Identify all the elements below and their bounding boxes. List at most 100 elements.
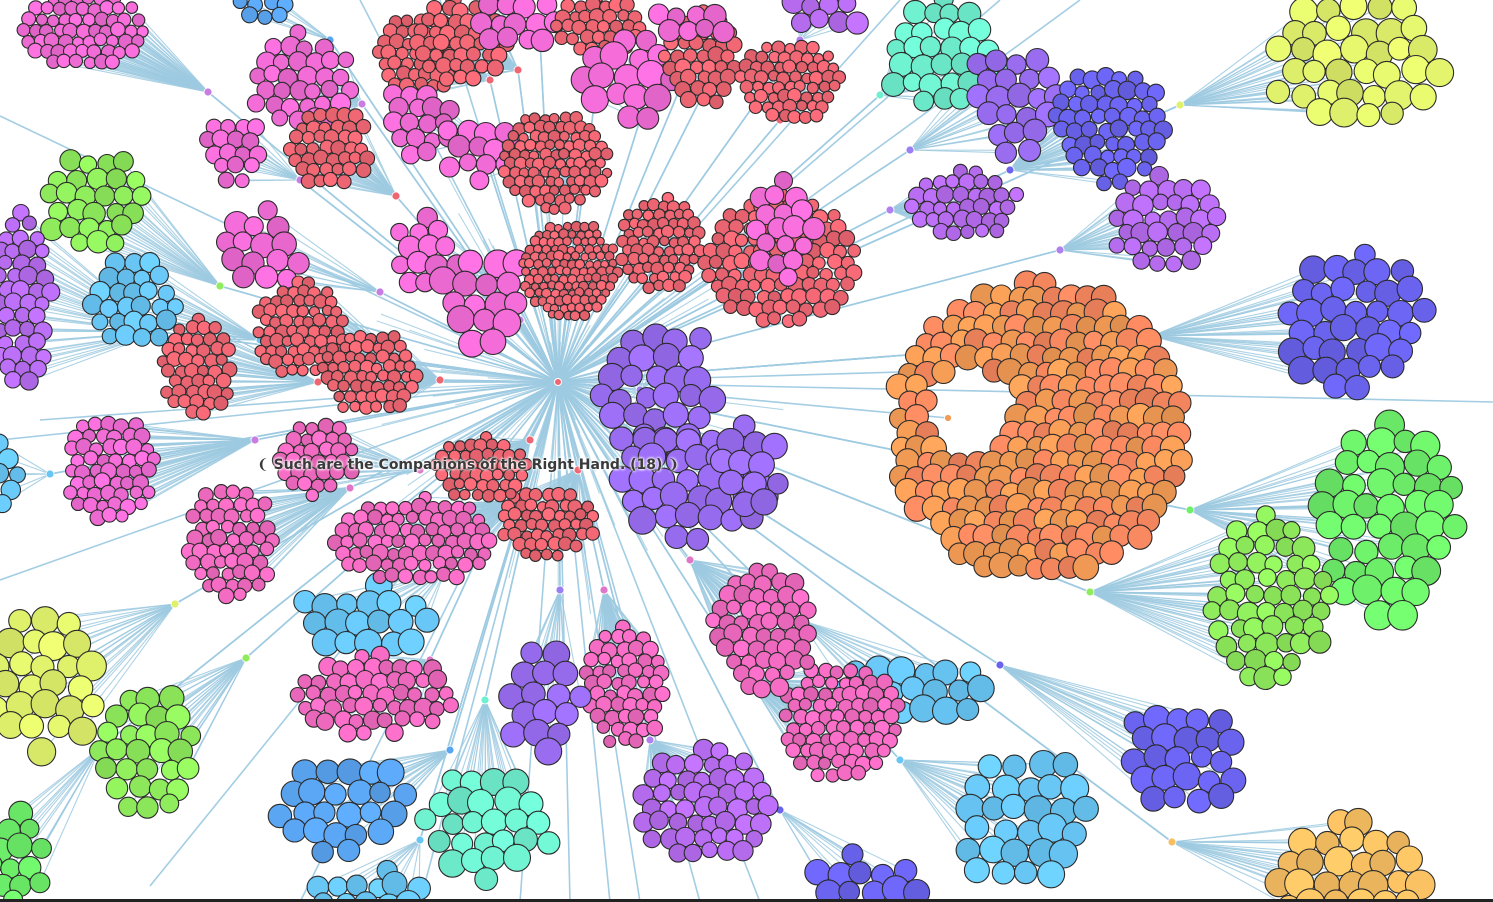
verse-node[interactable] [76, 650, 107, 682]
verse-node[interactable] [594, 173, 609, 188]
verse-node[interactable] [311, 840, 334, 864]
verse-node[interactable] [715, 81, 732, 97]
verse-node[interactable] [422, 59, 436, 74]
verse-node[interactable] [125, 1, 139, 14]
verse-node[interactable] [400, 144, 421, 165]
verse-node[interactable] [757, 795, 779, 817]
verse-node[interactable] [847, 243, 862, 258]
verse-node[interactable] [478, 28, 501, 51]
verse-node[interactable] [337, 401, 349, 413]
hub-node[interactable] [1185, 505, 1195, 515]
verse-node[interactable] [553, 176, 565, 188]
verse-node[interactable] [479, 328, 507, 356]
verse-node[interactable] [155, 309, 177, 331]
hub-node[interactable] [573, 465, 583, 475]
verse-node[interactable] [376, 712, 393, 729]
verse-node[interactable] [301, 351, 316, 366]
hub-node[interactable] [1005, 165, 1015, 175]
verse-node[interactable] [424, 713, 441, 730]
verse-node[interactable] [1022, 118, 1048, 144]
verse-node[interactable] [438, 156, 461, 178]
verse-node[interactable] [1284, 616, 1305, 636]
verse-node[interactable] [35, 13, 49, 26]
verse-node[interactable] [657, 49, 671, 63]
verse-node[interactable] [524, 138, 537, 152]
hub-node[interactable] [1175, 100, 1185, 110]
verse-node[interactable] [705, 612, 721, 629]
verse-node[interactable] [720, 49, 735, 64]
verse-node[interactable] [507, 506, 522, 521]
verse-node[interactable] [1355, 280, 1378, 303]
verse-node[interactable] [802, 216, 826, 241]
verse-node[interactable] [580, 85, 610, 114]
verse-node[interactable] [824, 697, 838, 711]
verse-node[interactable] [336, 174, 352, 190]
verse-node[interactable] [1265, 79, 1291, 105]
verse-node[interactable] [652, 784, 671, 803]
verse-node[interactable] [251, 577, 266, 592]
verse-node[interactable] [208, 321, 222, 335]
verse-node[interactable] [166, 298, 184, 316]
verse-node[interactable] [124, 43, 140, 59]
verse-node[interactable] [697, 504, 724, 531]
verse-node[interactable] [1127, 524, 1153, 550]
verse-node[interactable] [365, 554, 383, 572]
verse-node[interactable] [435, 236, 456, 257]
verse-node[interactable] [271, 109, 289, 127]
hub-node[interactable] [875, 90, 885, 100]
verse-node[interactable] [1166, 194, 1184, 211]
hub-node[interactable] [885, 205, 895, 215]
verse-node[interactable] [281, 353, 295, 366]
verse-node[interactable] [558, 201, 572, 215]
verse-node[interactable] [1328, 537, 1354, 562]
verse-node[interactable] [474, 59, 489, 74]
verse-node[interactable] [519, 458, 533, 471]
verse-node[interactable] [1209, 750, 1233, 774]
verse-node[interactable] [246, 94, 266, 113]
verse-node[interactable] [708, 254, 723, 269]
verse-node[interactable] [767, 311, 782, 326]
verse-node[interactable] [392, 398, 407, 413]
hub-node[interactable] [513, 65, 523, 75]
verse-node[interactable] [1315, 510, 1344, 540]
verse-node[interactable] [338, 723, 358, 743]
verse-node[interactable] [453, 478, 466, 490]
verse-node[interactable] [674, 501, 702, 529]
verse-node[interactable] [105, 738, 128, 761]
verse-node[interactable] [902, 72, 923, 92]
hub-node[interactable] [599, 585, 609, 595]
verse-node[interactable] [1344, 374, 1370, 401]
verse-node[interactable] [840, 276, 855, 292]
verse-node[interactable] [587, 236, 597, 246]
verse-node[interactable] [799, 654, 815, 670]
verse-node[interactable] [760, 612, 779, 630]
verse-node[interactable] [128, 775, 152, 798]
verse-node[interactable] [391, 534, 405, 548]
verse-node[interactable] [469, 170, 490, 191]
verse-node[interactable] [507, 130, 520, 142]
verse-node[interactable] [521, 193, 536, 208]
verse-node[interactable] [160, 363, 176, 378]
verse-node[interactable] [648, 674, 664, 690]
hub-node[interactable] [435, 375, 445, 385]
verse-node[interactable] [708, 94, 724, 110]
verse-node[interactable] [0, 448, 19, 470]
verse-node[interactable] [605, 281, 616, 292]
verse-node[interactable] [935, 185, 955, 204]
verse-node[interactable] [945, 225, 962, 242]
verse-node[interactable] [269, 332, 285, 348]
verse-node[interactable] [536, 831, 561, 855]
verse-node[interactable] [1140, 785, 1167, 812]
verse-node[interactable] [603, 734, 617, 749]
verse-node[interactable] [574, 258, 586, 270]
verse-node[interactable] [848, 861, 872, 885]
verse-node[interactable] [628, 733, 644, 749]
verse-node[interactable] [649, 810, 669, 831]
verse-node[interactable] [331, 68, 350, 87]
verse-node[interactable] [149, 265, 169, 285]
verse-node[interactable] [567, 229, 577, 239]
verse-node[interactable] [1132, 252, 1151, 270]
verse-node[interactable] [552, 660, 579, 687]
verse-node[interactable] [1209, 553, 1231, 575]
verse-node[interactable] [213, 395, 229, 411]
